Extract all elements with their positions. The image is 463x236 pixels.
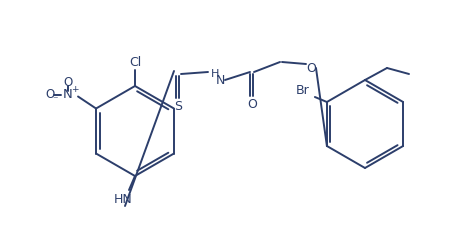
Text: N: N [63, 88, 73, 101]
Text: O: O [45, 88, 55, 101]
Text: +: + [71, 85, 79, 94]
Text: H: H [210, 69, 219, 79]
Text: ⁻: ⁻ [52, 96, 58, 105]
Text: S: S [174, 100, 181, 113]
Text: O: O [63, 76, 73, 89]
Text: O: O [246, 97, 257, 110]
Text: Br: Br [295, 84, 309, 97]
Text: Cl: Cl [129, 56, 141, 69]
Text: HN: HN [113, 194, 132, 206]
Text: O: O [306, 62, 315, 75]
Text: N: N [215, 73, 224, 87]
